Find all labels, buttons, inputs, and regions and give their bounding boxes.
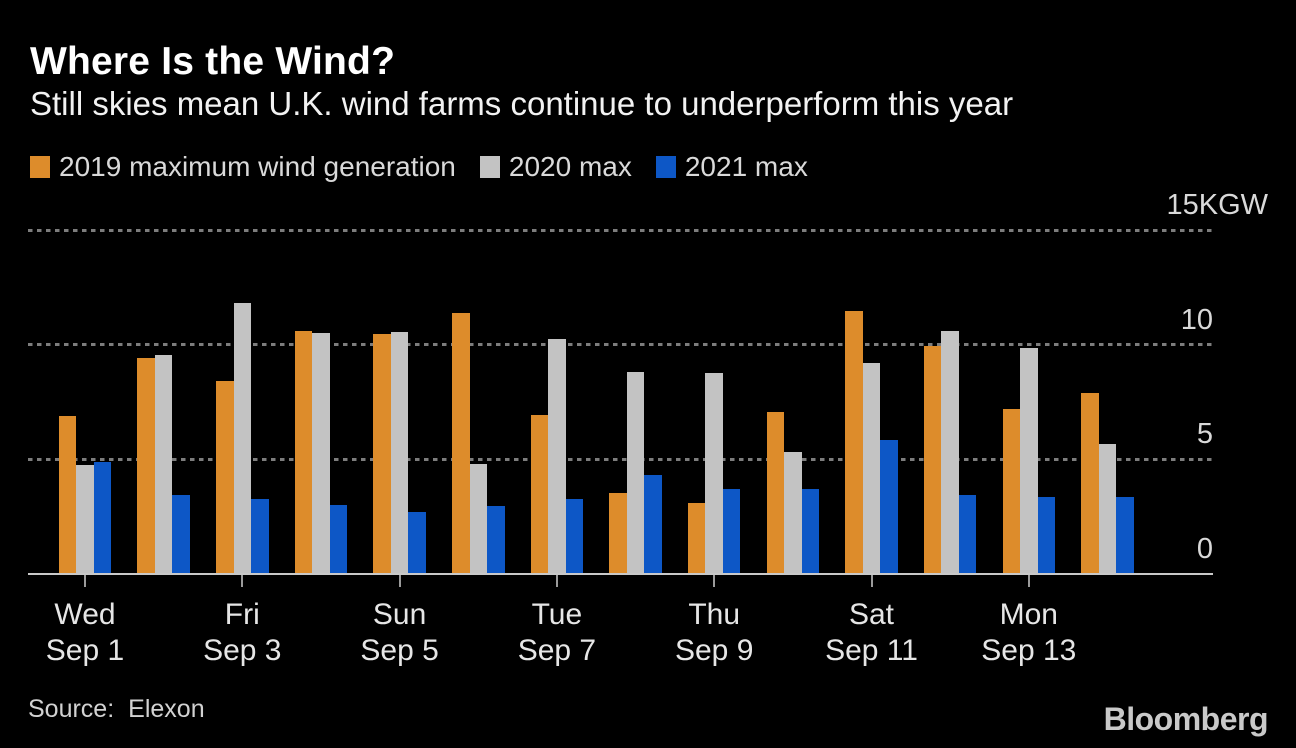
- legend: 2019 maximum wind generation 2020 max 20…: [30, 151, 808, 183]
- x-axis-label-sep-13: Mon Sep 13: [949, 597, 1109, 669]
- bar-2021-sep-14: [1116, 497, 1134, 574]
- bar-2021-sep-5: [408, 512, 426, 574]
- x-axis-tick-sep-9: [713, 575, 716, 587]
- bar-2020-sep-1: [76, 465, 94, 574]
- bar-2020-sep-14: [1098, 444, 1117, 574]
- legend-label: 2021 max: [684, 151, 808, 182]
- source-name: Elexon: [128, 695, 205, 723]
- bar-2019-sep-5: [373, 334, 391, 574]
- weekday-label: Sun: [372, 598, 427, 631]
- legend-item-2021: 2021 max: [655, 151, 808, 183]
- bar-2019-sep-6: [452, 312, 470, 574]
- weekday-label: Mon: [999, 598, 1058, 631]
- weekday-label: Wed: [54, 598, 116, 631]
- bar-2020-sep-10: [784, 452, 802, 574]
- date-label: Sep 1: [45, 634, 125, 667]
- x-axis-line: [28, 573, 1213, 575]
- date-label: Sep 9: [674, 634, 754, 667]
- x-axis-tick-sep-5: [398, 575, 401, 587]
- bar-2019-sep-8: [609, 492, 627, 574]
- bar-2020-sep-7: [548, 338, 566, 574]
- bar-2021-sep-1: [93, 461, 112, 574]
- bloomberg-logo: Bloomberg: [1103, 701, 1269, 737]
- x-axis-label-sep-1: Wed Sep 1: [5, 597, 165, 669]
- source-label: Source:: [28, 695, 115, 723]
- bar-2021-sep-7: [565, 499, 584, 574]
- x-axis-tick-sep-1: [84, 575, 86, 587]
- bar-2020-sep-11: [862, 363, 881, 574]
- bar-2019-sep-9: [687, 502, 706, 574]
- bar-2020-sep-8: [626, 372, 645, 574]
- legend-item-2019: 2019 maximum wind generation: [30, 151, 456, 183]
- x-axis-tick-sep-7: [555, 575, 558, 587]
- bar-2021-sep-10: [801, 489, 820, 574]
- legend-item-2020: 2020 max: [479, 151, 632, 183]
- bar-2019-sep-11: [845, 311, 863, 574]
- bar-2019-sep-1: [58, 415, 77, 574]
- y-axis-label-15: 15KGW: [1166, 189, 1268, 221]
- x-axis-tick-sep-3: [241, 575, 244, 587]
- chart-title: Where Is the Wind?: [30, 40, 396, 83]
- bar-2021-sep-12: [958, 494, 977, 574]
- gridline-10: [28, 343, 1212, 347]
- bar-2020-sep-4: [312, 333, 330, 574]
- legend-swatch-gray: [479, 156, 500, 178]
- x-axis-label-sep-9: Thu Sep 9: [634, 597, 794, 669]
- bar-2019-sep-14: [1081, 392, 1099, 574]
- legend-label: 2019 maximum wind generation: [59, 151, 456, 182]
- bar-2021-sep-4: [329, 505, 348, 574]
- date-label: Sep 5: [360, 634, 439, 667]
- weekday-label: Tue: [531, 598, 583, 631]
- bar-2021-sep-3: [251, 499, 269, 574]
- bar-2021-sep-2: [172, 494, 190, 574]
- y-axis-label-0: 0: [1196, 533, 1213, 565]
- x-axis-label-sep-11: Sat Sep 11: [792, 597, 952, 669]
- weekday-label: Sat: [848, 598, 895, 631]
- weekday-label: Thu: [688, 598, 741, 631]
- legend-swatch-blue: [655, 156, 676, 178]
- x-axis-label-sep-3: Fri Sep 3: [162, 597, 322, 669]
- gridline-5: [28, 457, 1212, 461]
- legend-swatch-orange: [30, 156, 50, 178]
- bar-2019-sep-2: [137, 358, 155, 574]
- bar-2020-sep-12: [941, 330, 959, 574]
- date-label: Sep 3: [203, 634, 282, 667]
- bar-2021-sep-9: [722, 489, 741, 574]
- date-label: Sep 11: [825, 634, 918, 667]
- bar-2019-sep-10: [766, 412, 785, 574]
- bar-2019-sep-4: [294, 330, 313, 574]
- x-axis-tick-sep-13: [1027, 575, 1030, 587]
- bar-2021-sep-13: [1037, 497, 1056, 574]
- weekday-label: Fri: [224, 598, 260, 631]
- y-axis-label-10: 10: [1180, 303, 1213, 336]
- gridline-15: [28, 228, 1212, 232]
- x-axis-label-sep-5: Sun Sep 5: [320, 597, 480, 669]
- bar-2020-sep-2: [154, 354, 173, 574]
- y-axis-label-5: 5: [1196, 418, 1213, 451]
- bar-2020-sep-9: [705, 373, 723, 574]
- x-axis-tick-sep-11: [870, 575, 873, 587]
- bar-2020-sep-6: [469, 463, 487, 574]
- x-axis-label-sep-7: Tue Sep 7: [477, 597, 637, 669]
- chart-subtitle: Still skies mean U.K. wind farms continu…: [30, 85, 1014, 122]
- date-label: Sep 7: [517, 634, 597, 667]
- bar-2019-sep-3: [216, 381, 234, 574]
- bar-2021-sep-8: [644, 475, 662, 574]
- bar-2019-sep-12: [923, 345, 942, 574]
- bar-2019-sep-7: [530, 414, 549, 574]
- bar-2020-sep-3: [233, 303, 252, 574]
- bar-2021-sep-6: [487, 506, 505, 574]
- bar-2019-sep-13: [1002, 408, 1021, 574]
- bar-2021-sep-11: [880, 439, 898, 574]
- source-note: Source: Elexon: [28, 695, 205, 724]
- date-label: Sep 13: [981, 634, 1077, 667]
- bar-2020-sep-13: [1020, 348, 1038, 574]
- bar-2020-sep-5: [390, 332, 409, 574]
- legend-label: 2020 max: [508, 151, 632, 182]
